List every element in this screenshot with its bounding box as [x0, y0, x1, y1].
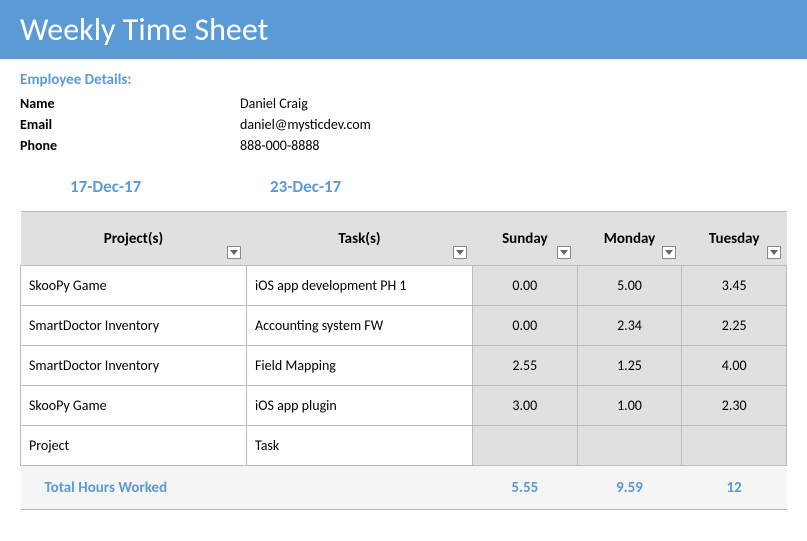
- timesheet-table: Project(s) Task(s) Sunday Monday Tuesday: [20, 211, 787, 510]
- cell-task[interactable]: iOS app development PH 1: [247, 266, 473, 306]
- col-header-sunday: Sunday: [473, 212, 578, 266]
- col-header-tuesday: Tuesday: [682, 212, 787, 266]
- cell-sunday[interactable]: 2.55: [473, 346, 578, 386]
- cell-tuesday[interactable]: 3.45: [682, 266, 787, 306]
- cell-task[interactable]: iOS app plugin: [247, 386, 473, 426]
- cell-project[interactable]: SmartDoctor Inventory: [21, 346, 247, 386]
- employee-email-value: daniel@mysticdev.com: [240, 114, 371, 135]
- employee-name-row: Name Daniel Craig: [20, 93, 787, 114]
- date-range: 17-Dec-17 23-Dec-17: [0, 164, 807, 211]
- col-header-monday: Monday: [577, 212, 682, 266]
- end-date: 23-Dec-17: [270, 176, 341, 197]
- employee-phone-label: Phone: [20, 135, 240, 156]
- cell-project[interactable]: SkooPy Game: [21, 266, 247, 306]
- cell-monday[interactable]: 1.00: [577, 386, 682, 426]
- col-header-task: Task(s): [247, 212, 473, 266]
- table-row: SkooPy Game iOS app plugin 3.00 1.00 2.3…: [21, 386, 787, 426]
- totals-label: Total Hours Worked: [21, 466, 473, 510]
- employee-email-row: Email daniel@mysticdev.com: [20, 114, 787, 135]
- cell-task[interactable]: Task: [247, 426, 473, 466]
- cell-project[interactable]: SmartDoctor Inventory: [21, 306, 247, 346]
- cell-sunday[interactable]: 0.00: [473, 266, 578, 306]
- filter-icon[interactable]: [662, 246, 676, 259]
- cell-tuesday[interactable]: 2.30: [682, 386, 787, 426]
- cell-monday[interactable]: [577, 426, 682, 466]
- col-header-monday-label: Monday: [604, 230, 656, 248]
- page-title: Weekly Time Sheet: [0, 0, 807, 59]
- filter-icon[interactable]: [557, 246, 571, 259]
- cell-tuesday[interactable]: 4.00: [682, 346, 787, 386]
- total-monday: 9.59: [577, 466, 682, 510]
- cell-sunday[interactable]: [473, 426, 578, 466]
- cell-project[interactable]: SkooPy Game: [21, 386, 247, 426]
- table-row: SkooPy Game iOS app development PH 1 0.0…: [21, 266, 787, 306]
- start-date: 17-Dec-17: [70, 176, 270, 197]
- cell-monday[interactable]: 1.25: [577, 346, 682, 386]
- table-row: SmartDoctor Inventory Field Mapping 2.55…: [21, 346, 787, 386]
- employee-email-label: Email: [20, 114, 240, 135]
- total-sunday: 5.55: [473, 466, 578, 510]
- cell-task[interactable]: Field Mapping: [247, 346, 473, 386]
- col-header-tuesday-label: Tuesday: [709, 230, 760, 248]
- table-row: SmartDoctor Inventory Accounting system …: [21, 306, 787, 346]
- cell-sunday[interactable]: 0.00: [473, 306, 578, 346]
- col-header-task-label: Task(s): [338, 230, 380, 248]
- total-tuesday: 12: [682, 466, 787, 510]
- col-header-sunday-label: Sunday: [502, 230, 547, 248]
- cell-sunday[interactable]: 3.00: [473, 386, 578, 426]
- filter-icon[interactable]: [227, 246, 241, 259]
- col-header-project-label: Project(s): [104, 230, 163, 248]
- table-row: Project Task: [21, 426, 787, 466]
- employee-name-label: Name: [20, 93, 240, 114]
- cell-task[interactable]: Accounting system FW: [247, 306, 473, 346]
- cell-project[interactable]: Project: [21, 426, 247, 466]
- employee-phone-row: Phone 888-000-8888: [20, 135, 787, 156]
- filter-icon[interactable]: [453, 246, 467, 259]
- totals-row: Total Hours Worked 5.55 9.59 12: [21, 466, 787, 510]
- cell-tuesday[interactable]: [682, 426, 787, 466]
- filter-icon[interactable]: [767, 246, 781, 259]
- employee-phone-value: 888-000-8888: [240, 135, 320, 156]
- cell-monday[interactable]: 5.00: [577, 266, 682, 306]
- employee-name-value: Daniel Craig: [240, 93, 308, 114]
- employee-details: Employee Details: Name Daniel Craig Emai…: [0, 59, 807, 164]
- employee-details-header: Employee Details:: [20, 71, 787, 89]
- col-header-project: Project(s): [21, 212, 247, 266]
- table-header-row: Project(s) Task(s) Sunday Monday Tuesday: [21, 212, 787, 266]
- cell-monday[interactable]: 2.34: [577, 306, 682, 346]
- cell-tuesday[interactable]: 2.25: [682, 306, 787, 346]
